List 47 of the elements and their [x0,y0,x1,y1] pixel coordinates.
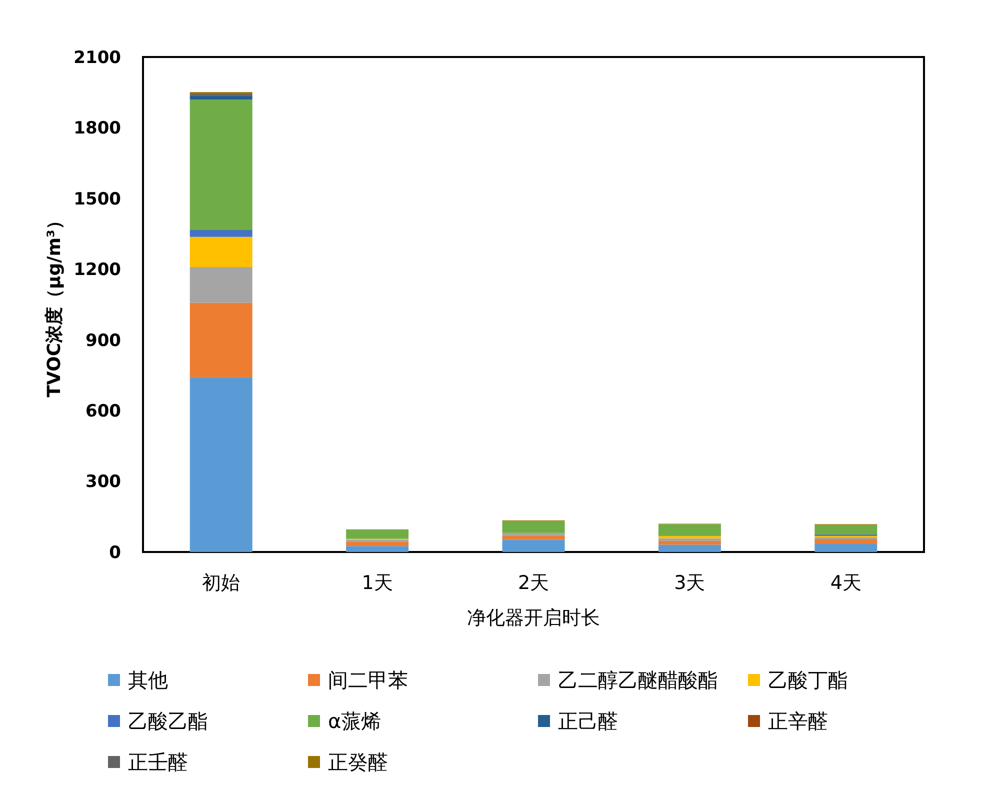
y-tick-label: 1500 [74,189,122,210]
bar [658,540,721,545]
x-tick-label: 初始 [202,572,240,594]
legend-label: 正辛醛 [768,709,828,733]
bar [190,96,252,100]
y-tick-label: 0 [109,542,122,563]
y-tick-label: 600 [86,402,122,422]
legend-label: 乙酸丁酯 [768,668,848,692]
bar [190,230,252,237]
bar [658,544,721,552]
x-tick-label: 4天 [830,572,862,594]
bar [658,536,721,538]
y-axis-title: TVOC浓度（μg/m³） [44,212,65,398]
bar [502,540,565,552]
y-tick-label: 900 [86,330,122,351]
bar [502,521,565,533]
x-tick-label: 1天 [362,572,393,594]
bar [346,530,409,539]
legend-label: 正己醛 [558,709,618,733]
bar [502,532,565,536]
legend-label: α蒎烯 [328,709,382,733]
x-tick-label: 3天 [674,572,706,594]
y-tick-label: 2100 [74,48,122,68]
y-tick-label: 1800 [74,118,122,139]
bar [502,536,565,540]
bar [190,100,252,230]
y-tick-label: 300 [86,472,122,492]
legend-label: 间二甲苯 [328,668,408,692]
bar [190,267,252,303]
bar [346,542,409,546]
x-tick-label: 2天 [518,572,550,594]
bar [814,539,878,544]
bar [814,544,878,552]
bar [814,524,878,535]
y-tick-label: 1200 [74,260,122,280]
x-axis-title: 净化器开启时长 [467,607,600,629]
legend-label: 乙二醇乙醚醋酸酯 [558,668,718,692]
bar [658,538,721,541]
bar [190,302,252,378]
legend-label: 正壬醛 [128,750,188,774]
bar [190,377,252,552]
legend-label: 其他 [128,668,168,692]
bar [346,546,409,552]
bar [190,236,252,268]
legend-label: 乙酸乙酯 [128,709,208,733]
bar [658,524,721,536]
legend-label: 正癸醛 [328,750,388,774]
